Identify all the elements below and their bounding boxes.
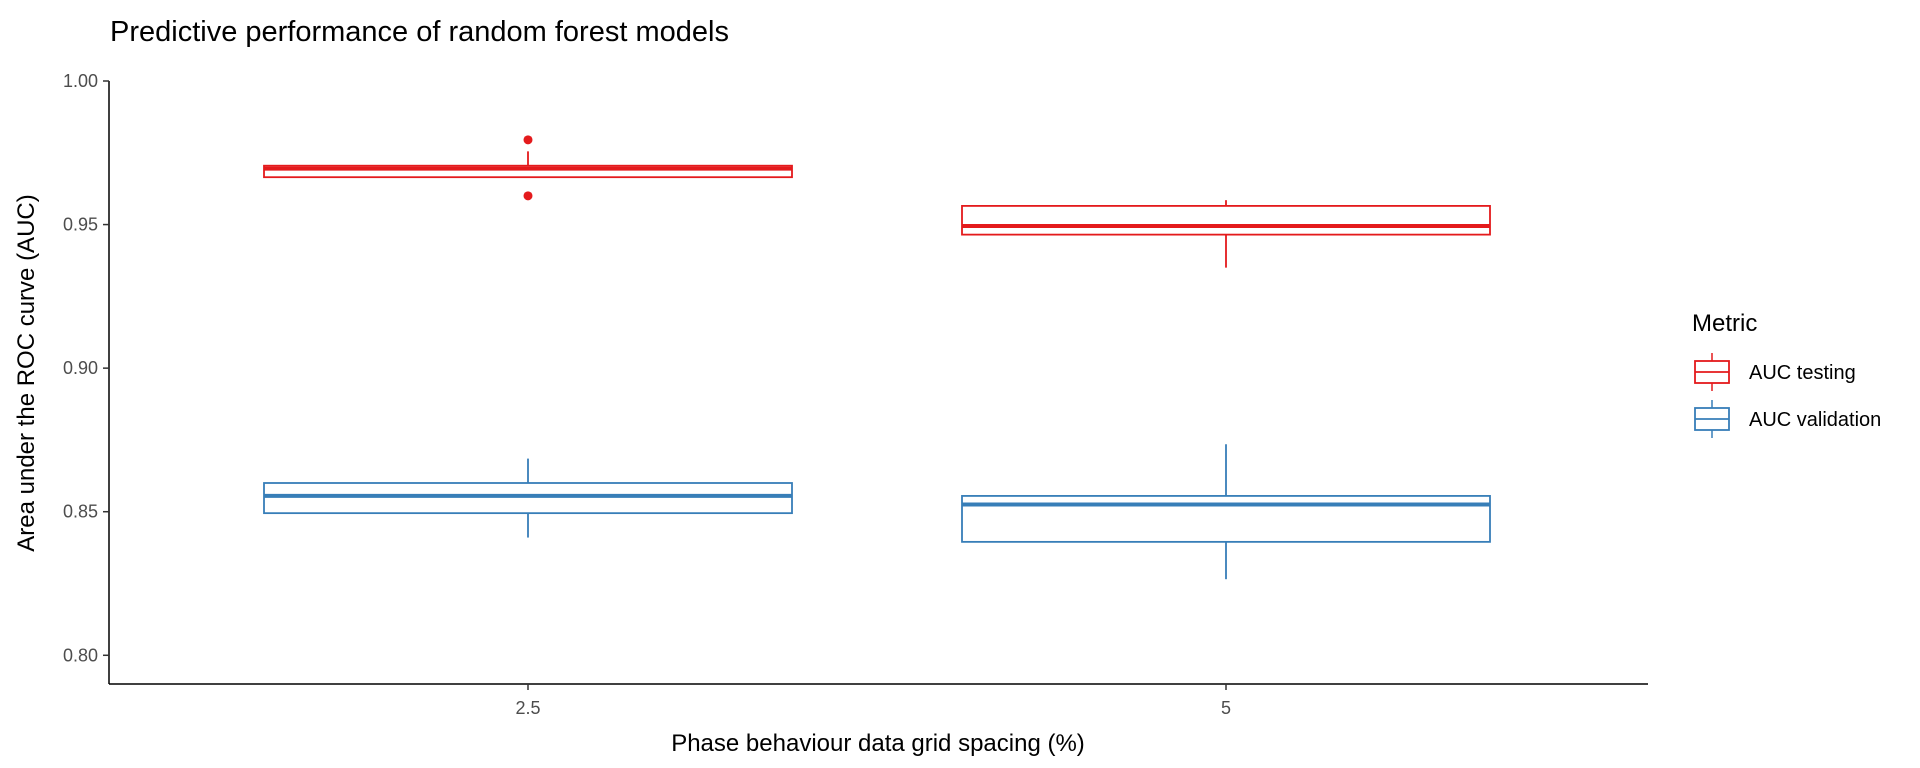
y-tick-label: 0.85 — [63, 502, 98, 522]
outlier-point — [523, 191, 533, 201]
chart-title: Predictive performance of random forest … — [110, 16, 729, 48]
box-iqr — [961, 205, 1491, 236]
legend-key-auc-validation — [1694, 400, 1730, 438]
x-tick-label: 2.5 — [515, 698, 540, 718]
box-auc-testing-5 — [961, 200, 1491, 268]
box-iqr — [263, 482, 793, 515]
box-auc-validation-2-5 — [263, 458, 793, 538]
legend-key-auc-testing — [1694, 353, 1730, 391]
box-auc-testing-2-5 — [263, 135, 793, 201]
outlier-point — [523, 135, 533, 145]
y-tick-label: 1.00 — [63, 71, 98, 91]
x-axis-title: Phase behaviour data grid spacing (%) — [671, 730, 1085, 757]
plot-area — [263, 135, 1491, 580]
legend-label-auc-testing: AUC testing — [1749, 362, 1856, 384]
legend-label-auc-validation: AUC validation — [1749, 409, 1881, 431]
y-tick-label: 0.95 — [63, 215, 98, 235]
legend-title: Metric — [1692, 310, 1757, 337]
y-tick-label: 0.90 — [63, 358, 98, 378]
y-axis-title: Area under the ROC curve (AUC) — [13, 194, 40, 551]
x-tick-label: 5 — [1221, 698, 1231, 718]
box-auc-validation-5 — [961, 444, 1491, 580]
axes: 0.80 0.85 0.90 0.95 1.00 2.5 5 — [63, 71, 1648, 718]
y-tick-label: 0.80 — [63, 645, 98, 665]
legend: Metric AUC testing AUC validation — [1692, 310, 1881, 438]
box-iqr — [263, 164, 793, 179]
